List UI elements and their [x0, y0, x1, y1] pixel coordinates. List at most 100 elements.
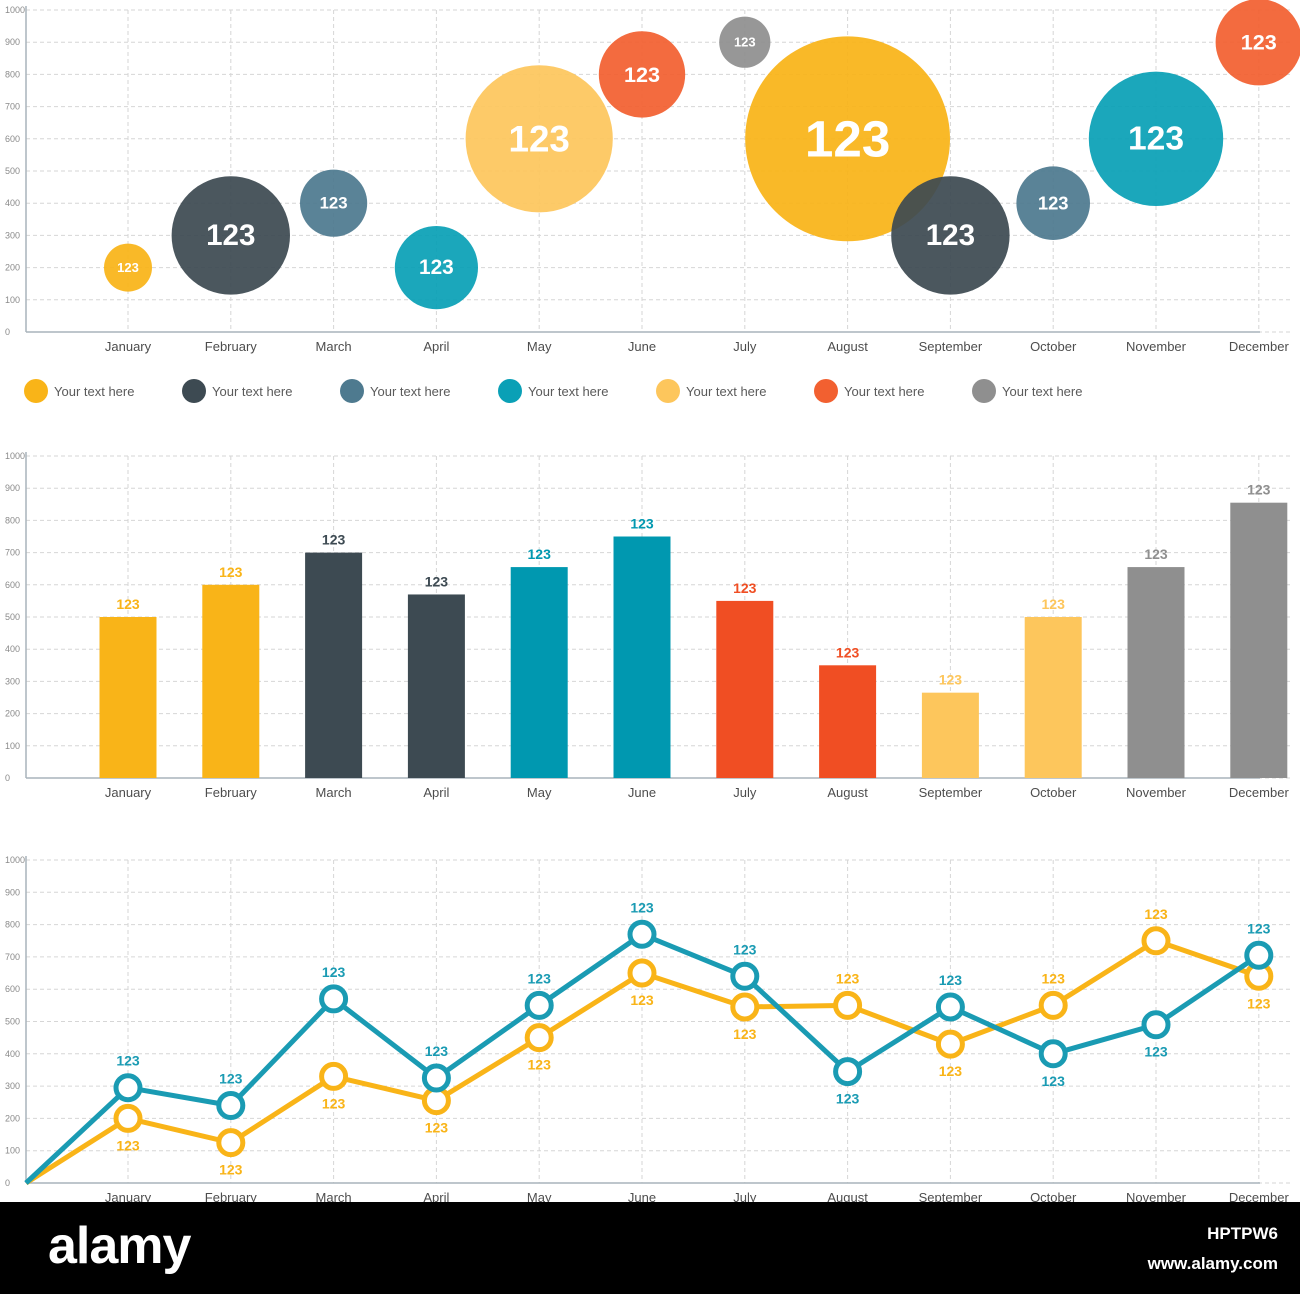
bubble: [1215, 0, 1300, 86]
line-x-tick-label: May: [527, 1190, 552, 1205]
bubble-y-tick-label: 700: [5, 102, 20, 112]
bar: [1024, 617, 1082, 778]
bar-value-label: 123: [836, 644, 860, 660]
line-point: [627, 919, 657, 949]
legend-label: Your text here: [370, 383, 451, 399]
bubble-x-tick-label: December: [1229, 339, 1290, 354]
bubble-x-tick-label: October: [1030, 339, 1077, 354]
bubble: [719, 16, 771, 68]
bar-x-tick-label: March: [316, 785, 352, 800]
bar-x-tick-label: February: [205, 785, 258, 800]
line-value-label: 123: [733, 1026, 757, 1042]
bubble: [104, 243, 152, 292]
line-value-label: 123: [425, 1120, 449, 1136]
bar-y-tick-label: 0: [5, 773, 10, 783]
bubble-value-label: 123: [805, 110, 890, 167]
line-point: [1244, 940, 1274, 970]
line-y-tick-label: 300: [5, 1081, 20, 1091]
bubble-value-label: 123: [508, 118, 569, 159]
line-y-tick-label: 800: [5, 920, 20, 930]
line-point: [935, 992, 965, 1022]
bar-y-tick-label: 600: [5, 580, 20, 590]
line-value-label: 123: [836, 1091, 860, 1107]
line-x-tick-label: April: [423, 1190, 449, 1205]
legend-label: Your text here: [686, 383, 767, 399]
legend-swatch: [814, 379, 838, 403]
legend-swatch: [656, 379, 680, 403]
line-value-label: 123: [939, 972, 963, 988]
bar-value-label: 123: [322, 532, 346, 548]
bar: [921, 692, 979, 778]
legend-item: Your text here: [24, 378, 182, 404]
line-x-tick-label: August: [827, 1190, 868, 1205]
line-value-label: 123: [219, 1162, 243, 1178]
bubble-x-tick-label: September: [919, 339, 983, 354]
bubble: [394, 226, 478, 310]
line-x-tick-label: January: [105, 1190, 152, 1205]
line-point: [1038, 1039, 1068, 1069]
bubble-y-tick-label: 300: [5, 230, 20, 240]
line-value-label: 123: [630, 899, 654, 915]
line-y-tick-label: 500: [5, 1017, 20, 1027]
bubble-x-tick-label: November: [1126, 339, 1187, 354]
line-x-tick-label: March: [316, 1190, 352, 1205]
bar-value-label: 123: [939, 672, 963, 688]
line-point: [1141, 926, 1171, 956]
bubble-y-tick-label: 0: [5, 327, 10, 337]
bubble-value-label: 123: [1128, 120, 1184, 157]
bar-x-tick-label: August: [827, 785, 868, 800]
bar-value-label: 123: [630, 516, 654, 532]
bubble-y-tick-label: 900: [5, 37, 20, 47]
line-value-label: 123: [425, 1043, 449, 1059]
line-y-tick-label: 900: [5, 887, 20, 897]
line-x-tick-label: June: [628, 1190, 656, 1205]
legend-label: Your text here: [54, 383, 135, 399]
line-point: [1038, 990, 1068, 1020]
bubble-value-label: 123: [206, 219, 255, 252]
line-point: [421, 1063, 451, 1093]
bubble: [1016, 166, 1090, 240]
bar: [613, 536, 671, 778]
line-point: [730, 961, 760, 991]
line-value-label: 123: [1042, 1073, 1066, 1089]
bar-y-tick-label: 500: [5, 612, 20, 622]
line-point: [524, 1023, 554, 1053]
bar: [819, 665, 877, 778]
bubble: [891, 176, 1010, 295]
bar-value-label: 123: [733, 580, 757, 596]
legend-item: Your text here: [656, 378, 814, 404]
legend-label: Your text here: [844, 383, 925, 399]
bar-x-tick-label: October: [1030, 785, 1077, 800]
bubble-value-label: 123: [624, 62, 660, 87]
bubble-y-tick-label: 800: [5, 69, 20, 79]
legend-swatch: [972, 379, 996, 403]
line-point: [627, 958, 657, 988]
bubble-value-label: 123: [117, 260, 139, 275]
bar-y-tick-label: 100: [5, 741, 20, 751]
bar: [716, 600, 774, 778]
bubble: [300, 169, 368, 237]
bar-y-tick-label: 900: [5, 483, 20, 493]
line-x-tick-label: December: [1229, 1190, 1290, 1205]
line-value-label: 123: [733, 941, 757, 957]
bubble-y-tick-label: 600: [5, 134, 20, 144]
bar-value-label: 123: [528, 546, 552, 562]
bubble-y-tick-label: 100: [5, 295, 20, 305]
line-point: [833, 1057, 863, 1087]
bar-x-tick-label: December: [1229, 785, 1290, 800]
line-y-tick-label: 100: [5, 1146, 20, 1156]
line-point: [524, 990, 554, 1020]
legend-item: Your text here: [972, 378, 1130, 404]
line-x-tick-label: July: [733, 1190, 757, 1205]
bubble-value-label: 123: [320, 194, 348, 213]
bar-x-tick-label: July: [733, 785, 757, 800]
bar-value-label: 123: [1042, 596, 1066, 612]
bubble: [465, 65, 613, 213]
bubble-value-label: 123: [734, 35, 756, 50]
watermark-image-id: HPTPW6: [1207, 1224, 1278, 1243]
bar: [305, 552, 363, 778]
line-y-tick-label: 400: [5, 1049, 20, 1059]
line-y-tick-label: 1000: [5, 855, 25, 865]
bar-x-tick-label: May: [527, 785, 552, 800]
